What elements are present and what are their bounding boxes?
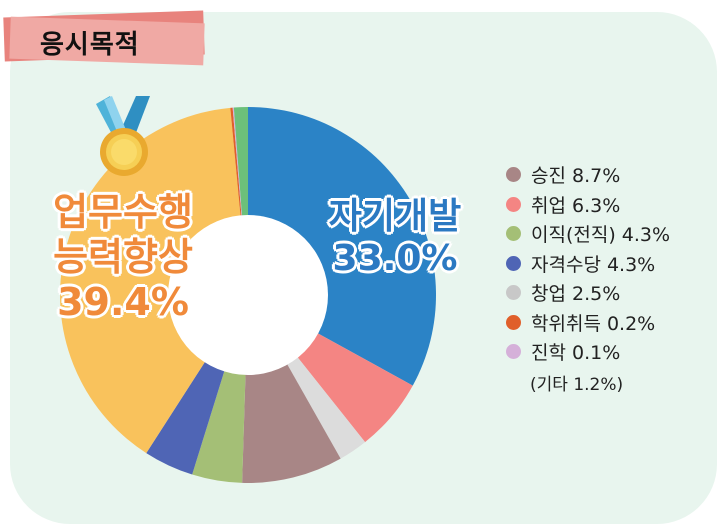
donut-hole xyxy=(168,215,328,375)
legend-note: (기타 1.2%) xyxy=(530,375,624,395)
pie-slice xyxy=(59,107,248,454)
legend-label: 이직(전직) 4.3% xyxy=(531,224,671,247)
job-performance-value: 39.4% xyxy=(57,279,189,324)
legend-label: 학위취득 0.2% xyxy=(531,312,656,335)
job-performance-name-1: 업무수행 xyxy=(53,190,193,234)
legend-item: 취업 6.3% xyxy=(506,190,670,220)
self-development-label: 자기개발 33.0% xyxy=(305,196,485,281)
self-development-value: 33.0% xyxy=(332,238,458,280)
legend-dot xyxy=(506,167,521,183)
legend-label: 승진 8.7% xyxy=(531,165,621,188)
legend-dot xyxy=(506,196,521,212)
legend-item: 이직(전직) 4.3% xyxy=(506,219,670,249)
job-performance-name-2: 능력향상 xyxy=(53,234,193,279)
legend-label: 진학 0.1% xyxy=(531,342,621,365)
legend-dot xyxy=(506,226,521,242)
legend-label: 자격수당 4.3% xyxy=(531,253,656,276)
legend-dot xyxy=(506,285,521,301)
chart-title: 응시목적 xyxy=(40,30,140,60)
legend: 승진 8.7% 취업 6.3% 이직(전직) 4.3% 자격수당 4.3% 창업… xyxy=(506,160,670,367)
legend-item: 창업 2.5% xyxy=(506,278,670,308)
legend-item: 학위취득 0.2% xyxy=(506,308,670,338)
legend-label: 취업 6.3% xyxy=(531,194,621,217)
legend-label: 창업 2.5% xyxy=(531,283,621,306)
legend-item: 진학 0.1% xyxy=(506,337,670,367)
medal-icon xyxy=(96,96,150,176)
legend-dot xyxy=(506,314,521,330)
legend-dot xyxy=(506,255,521,271)
job-performance-label: 업무수행 능력향상 39.4% xyxy=(18,190,228,324)
self-development-name: 자기개발 xyxy=(328,196,462,237)
legend-item: 자격수당 4.3% xyxy=(506,249,670,279)
legend-dot xyxy=(506,344,521,360)
legend-item: 승진 8.7% xyxy=(506,160,670,190)
